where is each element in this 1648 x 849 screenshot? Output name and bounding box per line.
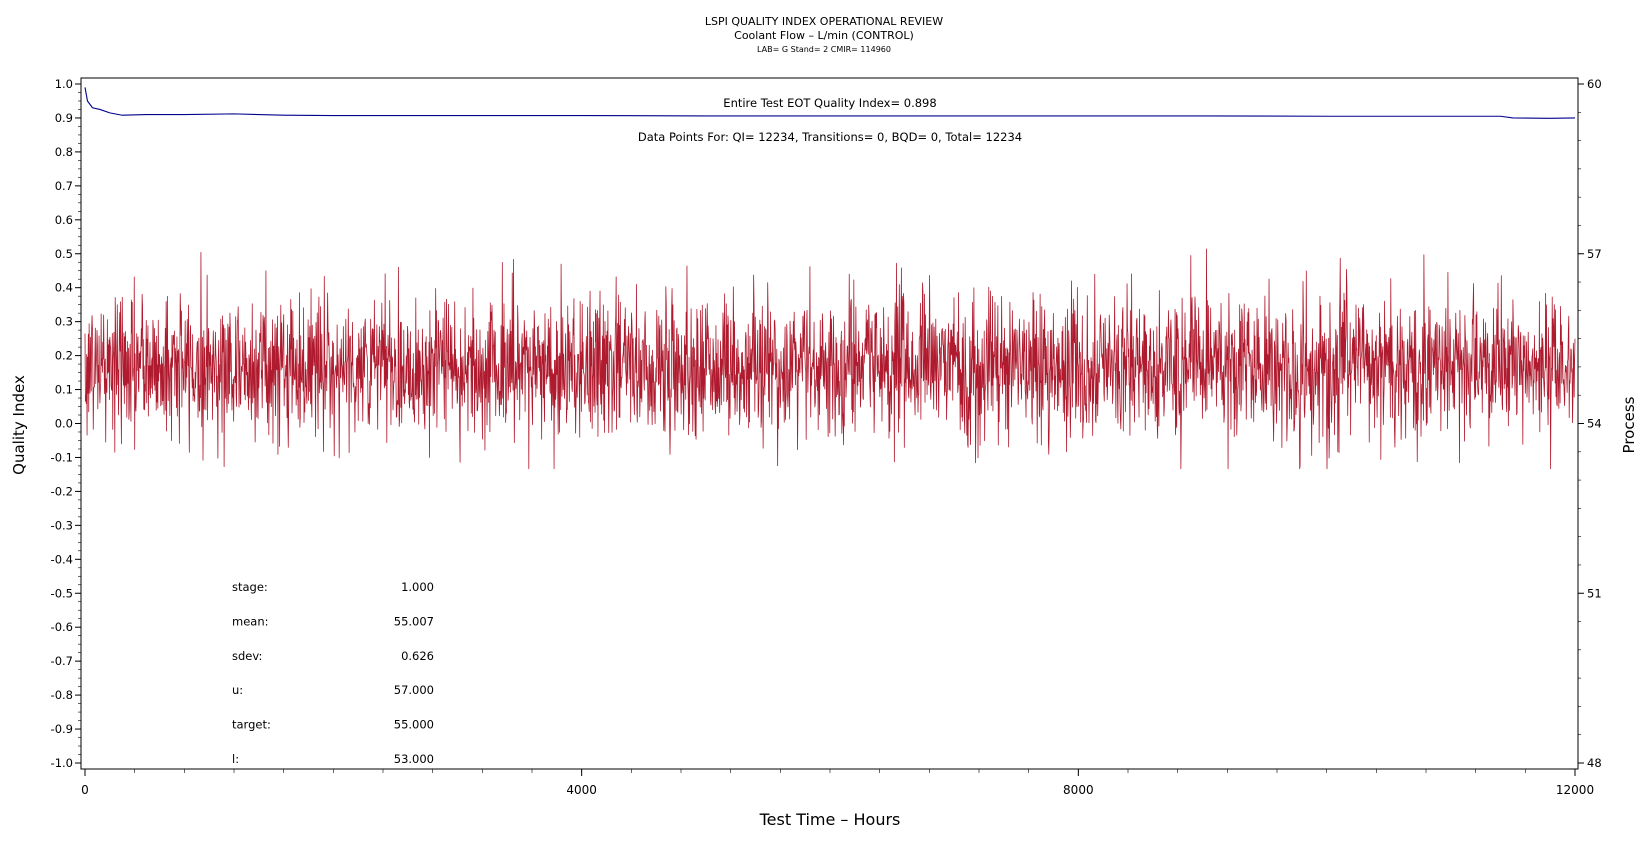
y2-axis-label: Process: [1620, 396, 1638, 453]
stat-value: 1.000: [401, 580, 434, 594]
y-tick-label: -0.3: [51, 518, 73, 532]
y2-tick-label: 54: [1587, 417, 1602, 431]
y-tick-label: -0.5: [51, 586, 73, 600]
quality-index-series-line: [84, 87, 1576, 119]
y2-tick-label: 48: [1587, 756, 1602, 770]
y-tick-label: -0.4: [51, 552, 73, 566]
y-tick-label: 0.0: [55, 417, 73, 431]
y-tick-label: -0.8: [51, 688, 73, 702]
y-tick-label: 0.8: [55, 145, 73, 159]
eot-quality-index-annotation: Entire Test EOT Quality Index= 0.898: [723, 96, 936, 110]
stat-value: 0.626: [401, 649, 434, 663]
y-tick-label: 0.6: [55, 213, 73, 227]
stat-label: sdev:: [232, 649, 262, 663]
y-tick-label: 0.7: [55, 179, 73, 193]
x-axis-label: Test Time – Hours: [759, 810, 901, 829]
stats-table: stage: 1.000 mean: 55.007 sdev: 0.626 u: 57.000…: [232, 580, 434, 766]
stat-label: target:: [232, 718, 271, 732]
y2-tick-label: 51: [1587, 586, 1602, 600]
x-tick-label: 0: [81, 783, 89, 797]
stat-label: mean:: [232, 614, 269, 628]
x-tick-label: 4000: [566, 783, 597, 797]
process-series-line: [84, 248, 1576, 470]
y-tick-label: 0.1: [55, 383, 73, 397]
y-tick-label: 0.5: [55, 247, 73, 261]
stat-value: 57.000: [394, 683, 434, 697]
y-tick-label: -0.2: [51, 484, 73, 498]
x-tick-label: 8000: [1063, 783, 1094, 797]
stat-label: stage:: [232, 580, 268, 594]
y-tick-label: 0.9: [55, 111, 73, 125]
y-tick-label: 1.0: [55, 77, 73, 91]
stat-label: u:: [232, 683, 243, 697]
y-tick-label: -0.9: [51, 722, 73, 736]
y-tick-label: -1.0: [51, 756, 73, 770]
y2-tick-label: 57: [1587, 247, 1602, 261]
stat-label: l:: [232, 752, 239, 766]
axes: 1.0 0.9 0.8 0.7 0.6 0.5 0.4 0.3 0.2 0.1 0.0 -0.1 -0.…: [51, 77, 1602, 797]
y-tick-label: 0.2: [55, 349, 73, 363]
chart-subtitle-2: LAB= G Stand= 2 CMIR= 114960: [757, 45, 891, 54]
y-tick-label: -0.1: [51, 450, 73, 464]
y-tick-label: -0.7: [51, 654, 73, 668]
data-points-annotation: Data Points For: QI= 12234, Transitions=…: [638, 130, 1022, 144]
y-tick-label: 0.3: [55, 315, 73, 329]
stat-value: 53.000: [394, 752, 434, 766]
chart-title: LSPI QUALITY INDEX OPERATIONAL REVIEW: [705, 15, 943, 28]
y-tick-label: -0.6: [51, 620, 73, 634]
y-tick-label: 0.4: [55, 281, 73, 295]
y-axis-label: Quality Index: [10, 375, 28, 475]
stat-value: 55.007: [394, 614, 434, 628]
stat-value: 55.000: [394, 718, 434, 732]
x-tick-label: 12000: [1556, 783, 1594, 797]
chart-subtitle: Coolant Flow – L/min (CONTROL): [734, 29, 914, 42]
data-traces: [84, 87, 1576, 470]
y2-tick-label: 60: [1587, 77, 1602, 91]
